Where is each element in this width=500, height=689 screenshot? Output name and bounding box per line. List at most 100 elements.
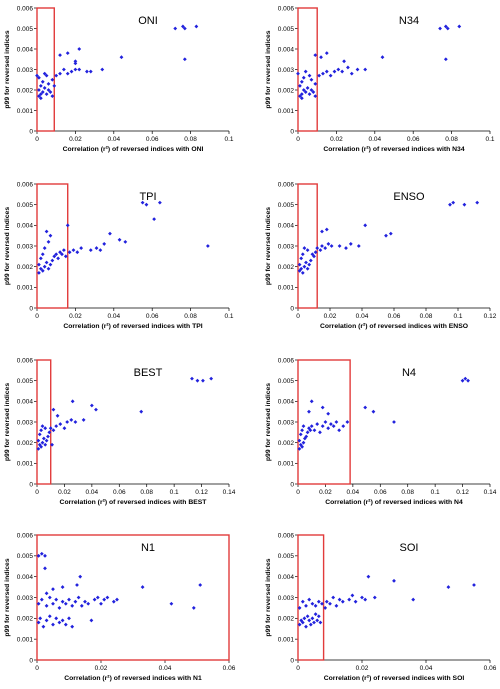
data-point [117, 237, 122, 242]
panel-title: ONI [138, 15, 158, 27]
y-tick-label: 0.002 [17, 440, 34, 447]
data-point [71, 248, 76, 253]
data-point [144, 202, 149, 207]
data-point [39, 551, 44, 556]
data-point [51, 587, 55, 592]
data-point [311, 90, 316, 94]
data-point [152, 217, 157, 222]
data-point [312, 428, 317, 433]
y-tick-label: 0.005 [278, 378, 295, 385]
x-tick-label: 0 [296, 136, 300, 143]
data-point [86, 601, 91, 606]
highlight-box [36, 359, 52, 485]
y-tick-label: 0.006 [278, 532, 295, 539]
data-point [139, 409, 144, 414]
data-point [95, 595, 100, 600]
data-point [363, 223, 368, 228]
data-point [36, 553, 41, 558]
data-point [48, 426, 53, 431]
data-point [303, 90, 308, 94]
data-point [36, 438, 41, 443]
data-point [380, 55, 385, 60]
x-tick-label: 0.02 [58, 489, 71, 496]
data-point [304, 603, 308, 608]
y-tick-label: 0.005 [278, 26, 295, 33]
data-point [50, 442, 54, 447]
data-point [443, 57, 448, 62]
highlight-box [297, 359, 351, 485]
data-point [298, 94, 302, 99]
data-point [36, 446, 41, 451]
data-point [40, 424, 45, 429]
data-point [350, 593, 355, 598]
data-point [355, 67, 360, 72]
data-point [44, 603, 49, 608]
data-point [313, 53, 318, 58]
data-point [320, 601, 324, 606]
data-point [102, 242, 107, 246]
data-point [301, 75, 306, 80]
data-point [42, 71, 47, 76]
data-point [475, 200, 480, 205]
data-point [305, 86, 310, 90]
data-point [328, 73, 333, 78]
data-point [88, 248, 93, 253]
x-tick-label: 0.04 [356, 313, 369, 320]
x-tick-label: 0.04 [107, 313, 120, 320]
panel-title: N4 [402, 367, 416, 379]
data-point [60, 599, 65, 604]
data-point [42, 246, 47, 250]
data-point [76, 595, 81, 600]
data-point [169, 601, 174, 606]
y-axis-label: p99 for reversed indices [4, 30, 11, 108]
data-point [92, 597, 97, 602]
data-point [73, 420, 78, 424]
data-point [297, 262, 302, 267]
scatter-panel-soi: 0 0.001 0.002 0.003 0.004 0.005 0.006 0 0.02 0.04… [265, 532, 497, 682]
data-point [301, 424, 306, 429]
data-point [328, 601, 332, 606]
data-point [320, 229, 324, 234]
data-point [313, 250, 318, 255]
data-point [296, 71, 300, 76]
data-point [372, 595, 377, 600]
data-point [50, 77, 55, 82]
x-tick-label: 0.06 [374, 489, 387, 496]
data-point [356, 244, 361, 248]
data-point [62, 426, 67, 431]
data-point [37, 442, 42, 447]
data-point [36, 601, 41, 606]
y-tick-label: 0.001 [278, 108, 295, 115]
data-point [37, 94, 41, 99]
y-tick-label: 0.004 [17, 574, 34, 581]
data-point [73, 67, 78, 72]
highlight-box [297, 534, 325, 661]
data-point [344, 246, 348, 250]
data-point [94, 246, 99, 250]
data-point [79, 246, 84, 250]
y-axis-label: p99 for reversed indices [265, 207, 272, 285]
x-tick-label: 0.04 [368, 136, 381, 143]
data-point [43, 566, 47, 571]
data-point [297, 606, 302, 610]
data-point [310, 616, 315, 621]
x-axis-label: Correlation (r²) of reversed indices wit… [63, 146, 204, 153]
x-axis-label: Correlation (r²) of reversed indices wit… [323, 146, 464, 153]
x-tick-label: 0.1 [224, 313, 233, 320]
data-point [44, 229, 49, 234]
data-point [37, 270, 41, 275]
data-point [51, 622, 55, 627]
data-point [102, 597, 107, 602]
data-point [60, 252, 64, 257]
data-point [301, 88, 306, 92]
data-point [73, 599, 78, 604]
data-point [313, 94, 318, 99]
data-point [57, 620, 62, 625]
data-point [319, 55, 323, 60]
data-point [70, 624, 75, 629]
y-tick-label: 0.004 [278, 223, 295, 230]
y-tick-label: 0.001 [17, 285, 34, 292]
x-tick-label: 0.02 [356, 665, 369, 672]
x-tick-label: 0.08 [184, 313, 197, 320]
x-tick-label: 0.14 [223, 489, 236, 496]
